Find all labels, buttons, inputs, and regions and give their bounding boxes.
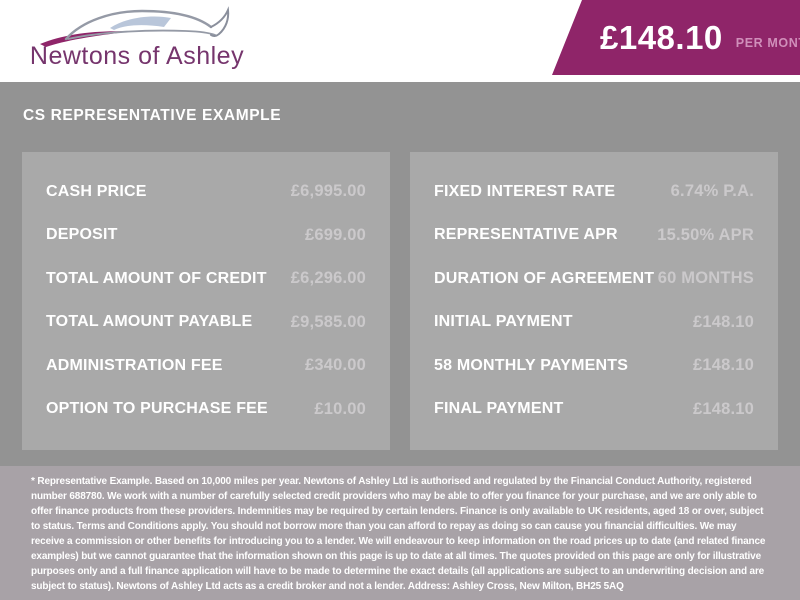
finance-row-representative-apr: REPRESENTATIVE APR 15.50% APR [434,214,754,258]
finance-row-final-payment: FINAL PAYMENT £148.10 [434,388,754,432]
price-per-month-amount: £148.10 [600,18,723,56]
finance-panel-right: FIXED INTEREST RATE 6.74% P.A. REPRESENT… [410,152,778,450]
row-value: £6,296.00 [290,269,366,288]
finance-panels: CASH PRICE £6,995.00 DEPOSIT £699.00 TOT… [22,152,778,450]
row-label: FIXED INTEREST RATE [434,182,616,200]
row-value: 6.74% P.A. [670,182,754,201]
row-label: FINAL PAYMENT [434,400,564,418]
finance-row-monthly-payments: 58 MONTHLY PAYMENTS £148.10 [434,344,754,388]
row-value: £148.10 [692,399,754,418]
finance-row-deposit: DEPOSIT £699.00 [46,214,366,258]
row-value: £9,585.00 [290,312,366,331]
row-value: £10.00 [314,399,366,418]
row-label: 58 MONTHLY PAYMENTS [434,356,629,374]
disclaimer-text: * Representative Example. Based on 10,00… [31,476,766,592]
row-value: £6,995.00 [290,182,366,201]
row-value: £699.00 [304,225,366,244]
price-flash-badge: £148.10 PER MONTH* [552,0,800,75]
row-value: £148.10 [692,312,754,331]
row-label: REPRESENTATIVE APR [434,226,618,244]
finance-row-cash-price: CASH PRICE £6,995.00 [46,170,366,214]
finance-row-option-to-purchase-fee: OPTION TO PURCHASE FEE £10.00 [46,388,366,432]
price-per-month-label: PER MONTH* [735,35,800,50]
title-bar: CS REPRESENTATIVE EXAMPLE [0,82,800,125]
row-label: TOTAL AMOUNT OF CREDIT [46,269,267,287]
row-value: £340.00 [304,356,366,375]
footer: * Representative Example. Based on 10,00… [0,466,800,600]
row-value: 15.50% APR [657,225,754,244]
row-label: TOTAL AMOUNT PAYABLE [46,313,253,331]
finance-panel-left: CASH PRICE £6,995.00 DEPOSIT £699.00 TOT… [22,152,390,450]
row-label: DEPOSIT [46,226,118,244]
page-title: CS REPRESENTATIVE EXAMPLE [23,107,282,124]
row-value: 60 MONTHS [657,269,754,288]
header: Newtons of Ashley £148.10 PER MONTH* [0,0,800,82]
finance-row-total-credit: TOTAL AMOUNT OF CREDIT £6,296.00 [46,257,366,301]
finance-row-initial-payment: INITIAL PAYMENT £148.10 [434,301,754,345]
row-value: £148.10 [692,356,754,375]
row-label: CASH PRICE [46,182,147,200]
finance-row-admin-fee: ADMINISTRATION FEE £340.00 [46,344,366,388]
finance-row-total-payable: TOTAL AMOUNT PAYABLE £9,585.00 [46,301,366,345]
row-label: DURATION OF AGREEMENT [434,269,655,287]
finance-row-fixed-interest-rate: FIXED INTEREST RATE 6.74% P.A. [434,170,754,214]
dealer-logo-text: Newtons of Ashley [29,42,245,70]
row-label: ADMINISTRATION FEE [46,356,223,374]
row-label: OPTION TO PURCHASE FEE [46,400,268,418]
row-label: INITIAL PAYMENT [434,313,573,331]
finance-row-duration: DURATION OF AGREEMENT 60 MONTHS [434,257,754,301]
dealer-logo: Newtons of Ashley [22,2,252,82]
